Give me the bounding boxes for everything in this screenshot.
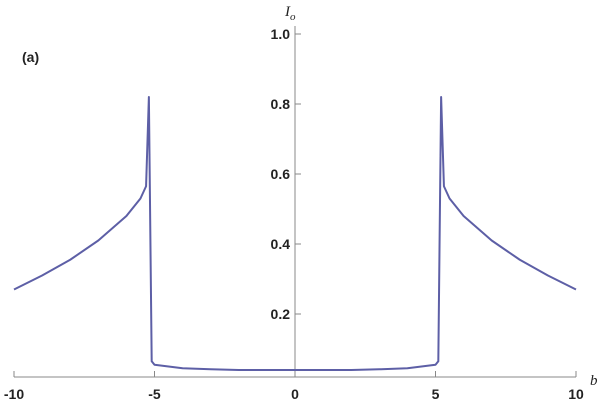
y-axis-label: Io	[284, 4, 296, 23]
y-axis-label-sub: o	[290, 11, 296, 23]
line-series	[13, 96, 577, 371]
x-axis-label: b	[590, 373, 598, 389]
x-tick-label: -5	[148, 386, 161, 402]
y-axis-label-main: I	[284, 4, 291, 20]
x-tick-label: -10	[4, 386, 24, 402]
x-tick-label: 10	[568, 386, 584, 402]
y-tick-label: 1.0	[271, 26, 291, 42]
y-tick-label: 0.8	[271, 96, 291, 112]
y-tick-label: 0.4	[271, 236, 291, 252]
x-tick-label: 5	[432, 386, 440, 402]
y-tick-label: 0.6	[271, 166, 291, 182]
x-tick-label: 0	[291, 386, 299, 402]
panel-label: (a)	[22, 49, 39, 65]
y-tick-label: 0.2	[271, 306, 291, 322]
